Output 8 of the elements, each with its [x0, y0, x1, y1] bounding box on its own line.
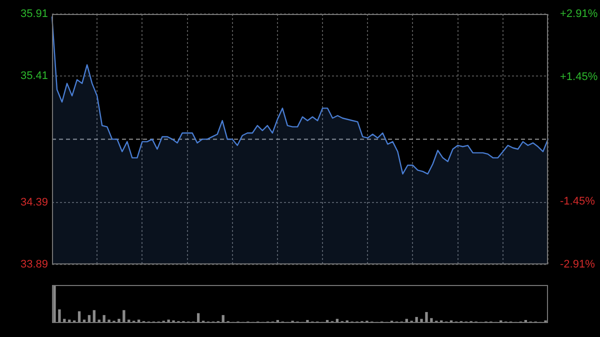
y2-tick-label: -2.91%: [560, 258, 596, 270]
y2-tick-label: +1.45%: [560, 70, 598, 83]
y2-tick-label: +2.91%: [560, 8, 598, 20]
y-tick-label: 34.39: [20, 196, 48, 208]
y-tick-label: 35.91: [20, 8, 48, 20]
y2-tick-label: -1.45%: [560, 196, 596, 208]
y-tick-label: 35.41: [20, 70, 48, 82]
y-tick-label: 33.89: [20, 258, 48, 270]
